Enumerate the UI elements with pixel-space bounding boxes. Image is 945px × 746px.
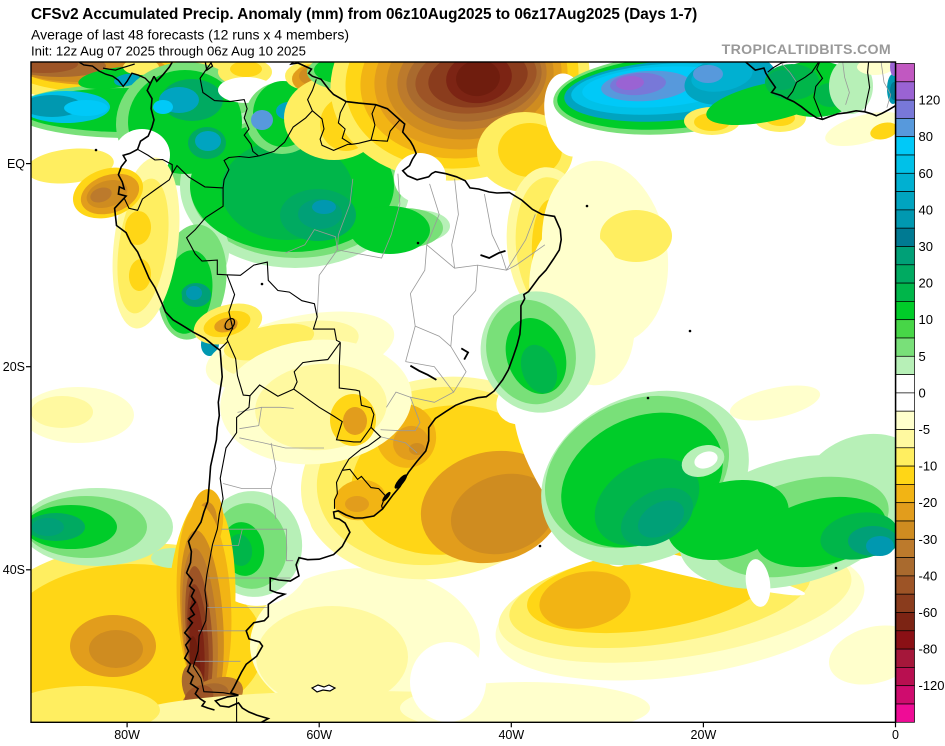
svg-text:80W: 80W [114,728,140,741]
svg-text:0: 0 [919,385,926,400]
svg-text:40S: 40S [3,563,25,577]
svg-text:0: 0 [892,728,899,741]
svg-text:TROPICALTIDBITS.COM: TROPICALTIDBITS.COM [722,42,891,58]
svg-text:120: 120 [919,93,941,108]
svg-text:CFSv2 Accumulated Precip. Anom: CFSv2 Accumulated Precip. Anomaly (mm) f… [31,6,697,23]
svg-text:10: 10 [919,312,933,327]
svg-text:-80: -80 [919,642,938,657]
svg-text:20W: 20W [691,728,717,741]
svg-text:20S: 20S [3,360,25,374]
svg-text:80: 80 [919,129,933,144]
svg-text:20: 20 [919,276,933,291]
svg-text:EQ: EQ [7,157,25,171]
svg-text:40W: 40W [498,728,524,741]
svg-text:60: 60 [919,166,933,181]
svg-text:30: 30 [919,239,933,254]
svg-text:-30: -30 [919,532,938,547]
svg-text:-10: -10 [919,459,938,474]
svg-text:-60: -60 [919,605,938,620]
svg-text:Init: 12z Aug 07 2025 through: Init: 12z Aug 07 2025 through 06z Aug 10… [31,44,306,59]
svg-text:-40: -40 [919,568,938,583]
svg-text:-5: -5 [919,422,931,437]
svg-text:5: 5 [919,349,926,364]
svg-text:Average of last 48 forecasts (: Average of last 48 forecasts (12 runs x … [31,27,349,43]
svg-text:40: 40 [919,202,933,217]
svg-text:-120: -120 [919,678,945,693]
svg-text:60W: 60W [306,728,332,741]
svg-text:-20: -20 [919,495,938,510]
